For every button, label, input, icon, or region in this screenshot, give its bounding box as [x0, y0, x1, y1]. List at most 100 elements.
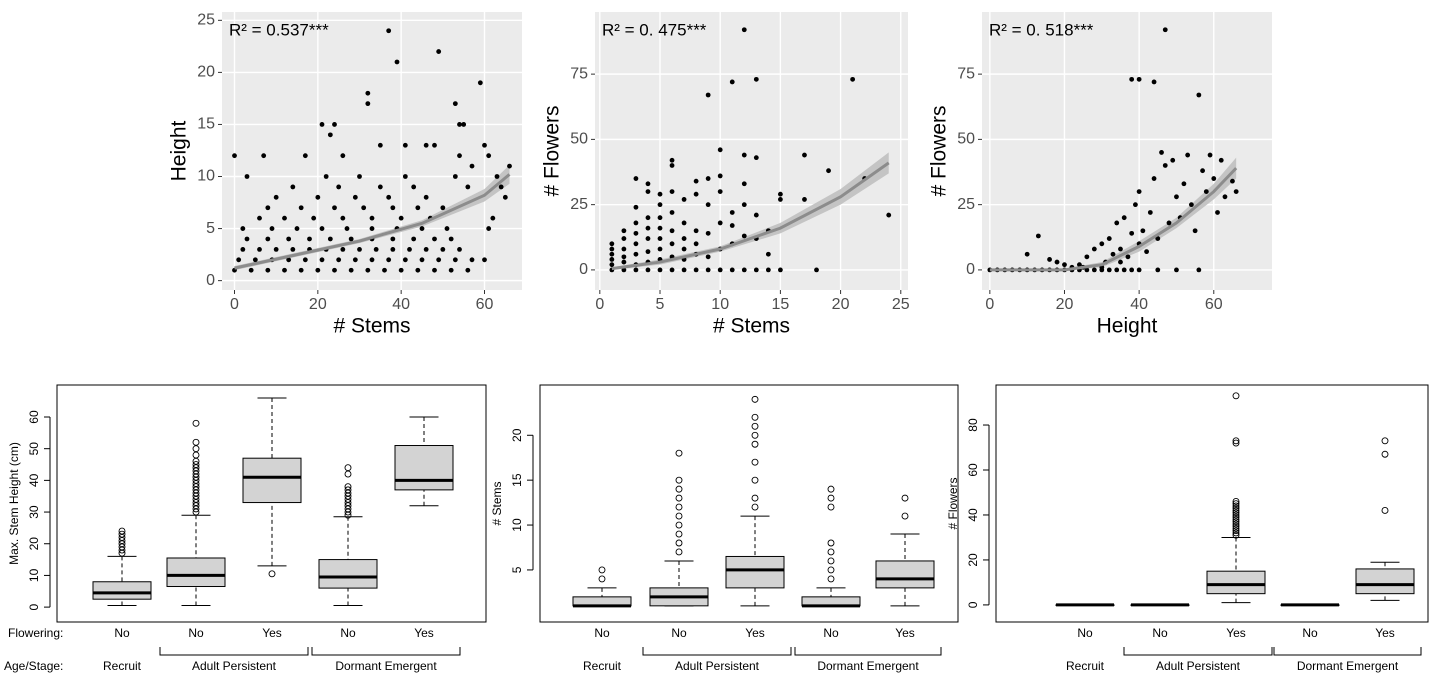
point	[273, 246, 279, 252]
point	[609, 262, 615, 268]
outlier	[598, 566, 606, 574]
point	[705, 230, 711, 236]
box	[394, 445, 454, 491]
group-bracket	[311, 647, 461, 656]
y-axis-label: # Flowers	[946, 477, 960, 529]
point	[461, 122, 467, 127]
outlier	[675, 512, 683, 520]
category-label: No	[594, 626, 610, 640]
point	[286, 257, 292, 263]
outlier	[751, 476, 759, 484]
outlier	[1381, 437, 1389, 445]
outlier	[1232, 513, 1240, 521]
point	[1024, 251, 1030, 257]
point	[657, 215, 663, 221]
point	[669, 241, 675, 247]
outlier	[675, 521, 683, 529]
point	[753, 267, 759, 273]
box	[166, 557, 226, 588]
point	[448, 267, 454, 273]
point	[419, 257, 425, 263]
point	[311, 215, 317, 221]
point	[753, 212, 759, 218]
point	[669, 210, 675, 215]
point	[645, 249, 651, 255]
annotation: R² = 0.537***	[229, 20, 329, 39]
point	[369, 226, 375, 231]
y-tick-label: 10	[197, 168, 215, 185]
outlier	[675, 548, 683, 556]
point	[1174, 194, 1179, 200]
point	[390, 205, 396, 211]
point	[633, 220, 639, 226]
point	[633, 251, 639, 257]
point	[377, 142, 383, 148]
outlier	[751, 494, 759, 502]
y-tick-label: 0	[966, 261, 975, 278]
point	[457, 122, 462, 127]
group-label: Dormant Emergent	[817, 659, 919, 673]
category-label: Yes	[745, 626, 765, 640]
point	[1147, 210, 1153, 215]
point	[469, 257, 475, 263]
x-tick-label: 60	[1205, 296, 1223, 313]
outlier	[1232, 516, 1240, 523]
outlier	[675, 476, 683, 484]
point	[1166, 220, 1172, 226]
point	[498, 184, 504, 190]
point	[1110, 251, 1116, 257]
group-label: Recruit	[1066, 659, 1105, 673]
point	[261, 153, 267, 159]
point	[282, 267, 287, 273]
point	[294, 226, 300, 231]
point	[390, 236, 396, 242]
box	[92, 581, 152, 600]
point	[411, 236, 417, 242]
point	[1151, 176, 1157, 181]
group-bracket	[159, 647, 309, 656]
point	[365, 267, 371, 273]
group-label: Recruit	[103, 659, 142, 673]
point	[1144, 249, 1149, 255]
outlier	[827, 494, 835, 502]
point	[327, 132, 333, 138]
box	[725, 555, 785, 589]
category-label: No	[1302, 626, 1318, 640]
point	[657, 246, 663, 252]
point	[1155, 267, 1161, 273]
point	[323, 174, 329, 179]
point	[1207, 152, 1213, 158]
point	[826, 168, 831, 174]
box	[242, 457, 302, 504]
point	[477, 80, 483, 86]
point	[741, 181, 747, 187]
y-axis-label: Height	[168, 120, 191, 181]
x-tick-label: 15	[771, 296, 789, 313]
point	[621, 246, 627, 252]
point	[886, 212, 892, 218]
point	[657, 267, 663, 273]
outlier	[192, 461, 200, 468]
annotation: R² = 0. 518***	[989, 20, 1094, 39]
point	[357, 246, 362, 252]
point	[1174, 267, 1179, 273]
point	[729, 223, 735, 228]
outlier	[675, 539, 683, 547]
point	[609, 246, 615, 252]
point	[621, 267, 627, 273]
point	[1159, 150, 1164, 155]
point	[482, 142, 487, 148]
point	[257, 215, 262, 221]
point	[645, 225, 651, 231]
point	[1132, 202, 1138, 208]
y-tick-label: 20	[510, 428, 524, 442]
point	[340, 153, 346, 159]
point	[717, 189, 723, 194]
point	[1192, 228, 1198, 234]
point	[407, 246, 412, 252]
point	[1136, 76, 1142, 82]
point	[681, 197, 687, 202]
point	[1222, 194, 1228, 200]
point	[741, 233, 747, 239]
point	[332, 205, 337, 211]
